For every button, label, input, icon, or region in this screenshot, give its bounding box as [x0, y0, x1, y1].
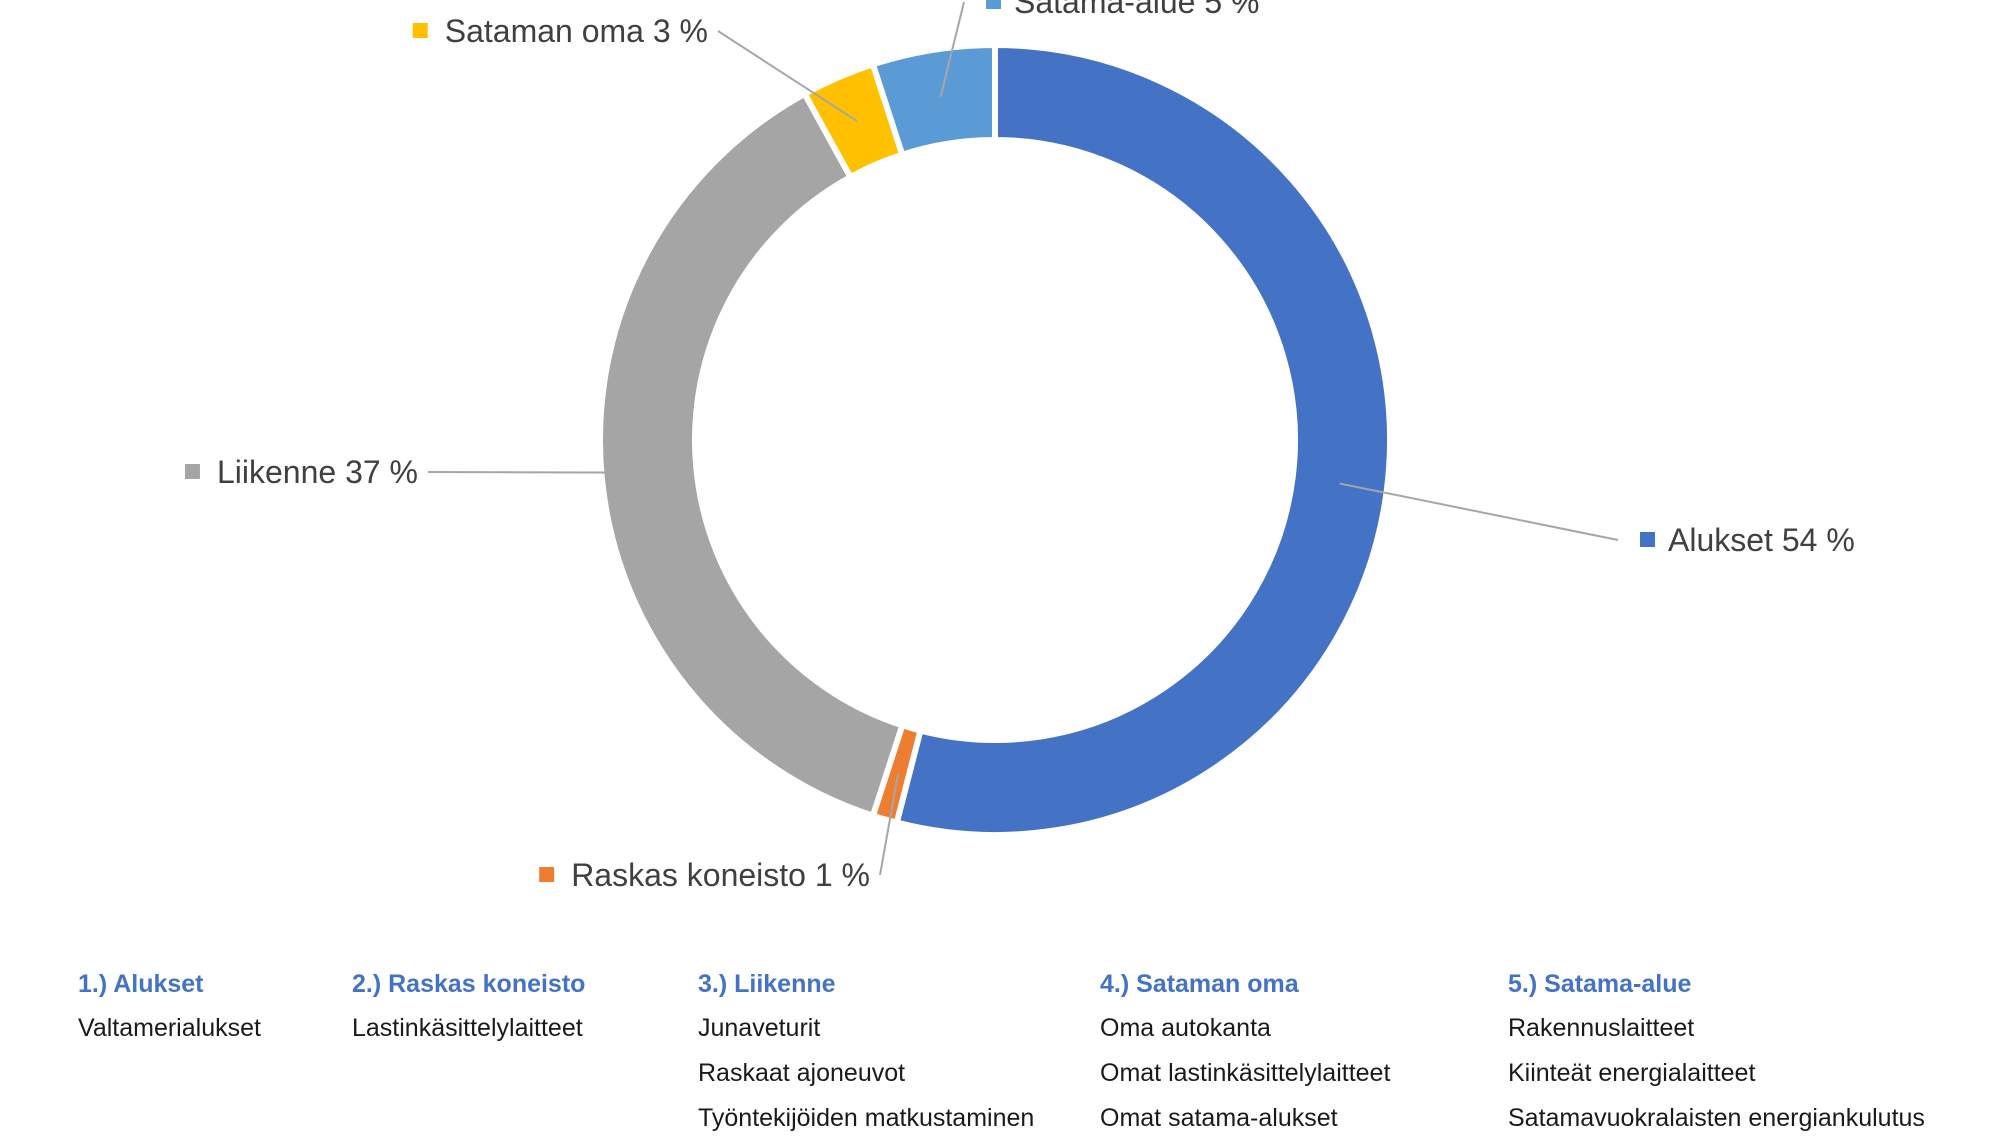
legend-marker — [1640, 532, 1655, 547]
data-label-raskas-koneisto: Raskas koneisto 1 % — [539, 857, 870, 893]
slice-satama-alue — [869, 41, 998, 159]
category-title: 3.) Liikenne — [698, 970, 836, 998]
leader-line-satama-alue — [939, 1, 965, 98]
data-label-text: Satama-alue 5 % — [1014, 0, 1259, 20]
category-title: 4.) Sataman oma — [1100, 970, 1299, 998]
category-item: Oma autokanta — [1100, 1014, 1271, 1042]
data-label-alukset: Alukset 54 % — [1640, 522, 1855, 558]
data-label-text: Alukset 54 % — [1668, 522, 1855, 558]
category-item: Työntekijöiden matkustaminen — [698, 1104, 1035, 1132]
category-title: 5.) Satama-alue — [1508, 970, 1692, 998]
category-item: Satamavuokralaisten energiankulutus — [1508, 1104, 1925, 1132]
data-label-satama-alue: Satama-alue 5 % — [986, 0, 1259, 20]
category-column-alukset: 1.) Alukset Valtamerialukset — [78, 962, 261, 1051]
data-label-text: Liikenne 37 % — [217, 454, 418, 490]
leader-line-sataman-oma — [717, 30, 858, 122]
leader-line-alukset — [1339, 482, 1619, 541]
category-title: 2.) Raskas koneisto — [352, 970, 586, 998]
category-column-raskas-koneisto: 2.) Raskas koneisto Lastinkäsittelylaitt… — [352, 962, 585, 1051]
category-column-satama-alue: 5.) Satama-alue Rakennuslaitteet Kiinteä… — [1508, 962, 1925, 1141]
data-label-sataman-oma: Sataman oma 3 % — [412, 13, 708, 49]
slice-alukset — [893, 41, 1393, 838]
category-item: Omat lastinkäsittelylaitteet — [1100, 1059, 1391, 1087]
category-item: Rakennuslaitteet — [1508, 1014, 1695, 1042]
legend-marker — [184, 464, 200, 479]
legend-marker — [539, 867, 555, 882]
data-label-liikenne: Liikenne 37 % — [184, 454, 418, 490]
category-item: Kiinteät energialaitteet — [1508, 1059, 1756, 1087]
leader-line-liikenne — [427, 471, 650, 474]
category-item: Valtamerialukset — [78, 1014, 261, 1042]
category-item: Raskaat ajoneuvot — [698, 1059, 906, 1087]
data-label-text: Raskas koneisto 1 % — [571, 857, 870, 893]
category-column-liikenne: 3.) Liikenne Junaveturit Raskaat ajoneuv… — [698, 962, 1034, 1141]
legend-marker — [412, 23, 428, 38]
category-column-sataman-oma: 4.) Sataman oma Oma autokanta Omat lasti… — [1100, 962, 1390, 1141]
slice-liikenne — [597, 89, 907, 820]
category-item: Omat satama-alukset — [1100, 1104, 1338, 1132]
category-item: Lastinkäsittelylaitteet — [352, 1014, 583, 1042]
category-title: 1.) Alukset — [78, 970, 204, 998]
data-label-text: Sataman oma 3 % — [445, 13, 708, 49]
leader-line-raskas-koneisto — [879, 773, 900, 876]
category-legend: 1.) Alukset Valtamerialukset 2.) Raskas … — [0, 962, 2000, 1132]
legend-marker — [986, 0, 1001, 9]
category-item: Junaveturit — [698, 1014, 821, 1042]
